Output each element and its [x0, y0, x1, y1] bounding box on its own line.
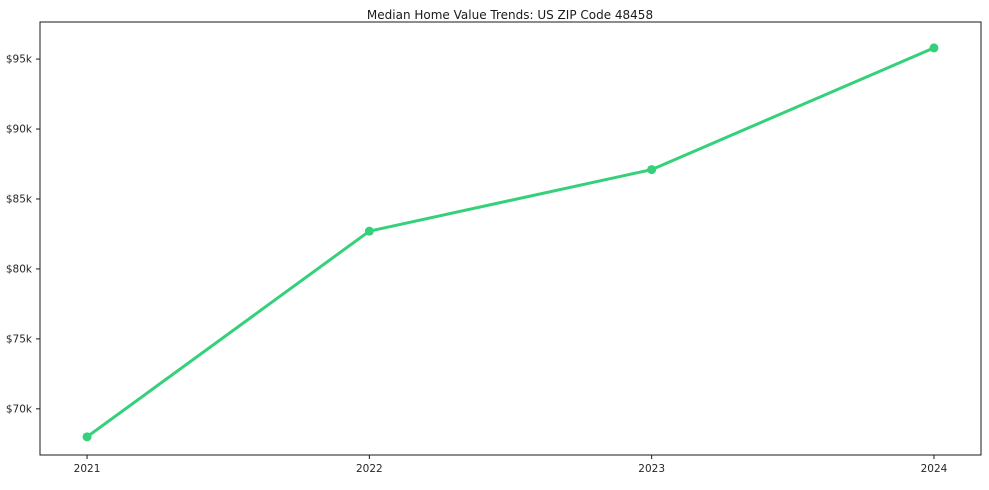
y-tick-label: $85k — [6, 193, 33, 205]
x-tick-label: 2023 — [638, 463, 665, 475]
x-tick-label: 2022 — [356, 463, 383, 475]
plot-border — [39, 21, 982, 456]
data-point-marker — [364, 226, 374, 236]
y-tick-label: $70k — [6, 403, 33, 415]
y-tick-label: $90k — [6, 124, 33, 136]
x-axis: 2021 2022 2023 2024 — [74, 455, 948, 475]
trend-line — [85, 46, 936, 439]
y-tick-label: $95k — [6, 54, 33, 66]
data-point-marker — [82, 432, 92, 442]
y-tick-label: $80k — [6, 263, 33, 275]
data-point-marker — [929, 43, 939, 53]
chart-title: Median Home Value Trends: US ZIP Code 48… — [367, 8, 653, 22]
x-tick-label: 2021 — [74, 463, 101, 475]
y-tick-label: $75k — [6, 333, 33, 345]
data-point-marker — [647, 165, 657, 175]
y-axis: $70k $75k $80k $85k $90k $95k — [6, 54, 40, 415]
trend-line-series — [82, 43, 939, 442]
x-tick-label: 2024 — [921, 463, 948, 475]
